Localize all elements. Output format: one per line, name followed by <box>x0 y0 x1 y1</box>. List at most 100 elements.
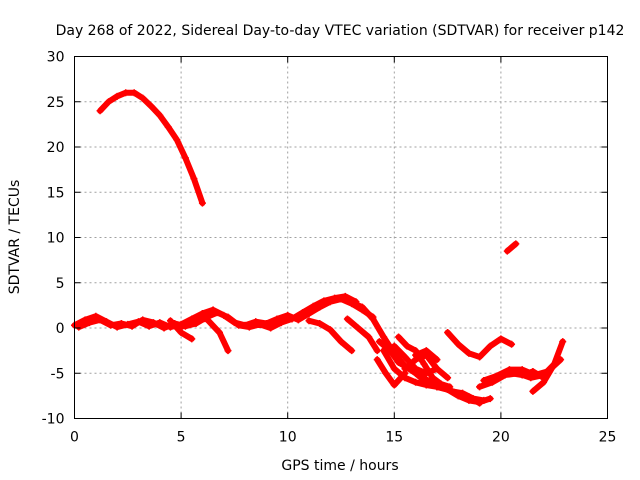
data-point <box>343 315 351 323</box>
data-point <box>476 383 484 391</box>
series-track-decline-4 <box>373 356 409 389</box>
data-point <box>309 302 317 310</box>
grid-layer <box>74 56 608 419</box>
series-line <box>401 352 440 372</box>
y-axis-label: SDTVAR / TECUs <box>7 180 23 295</box>
data-point <box>299 309 307 317</box>
data-point <box>177 329 185 337</box>
data-point <box>156 111 164 119</box>
data-point <box>454 389 462 397</box>
data-point <box>85 319 93 327</box>
y-tick-label: 30 <box>47 50 65 66</box>
data-point <box>527 374 535 382</box>
y-tick-label: -5 <box>51 366 65 382</box>
data-point <box>273 315 281 323</box>
series-line <box>508 368 547 381</box>
data-point <box>476 353 484 361</box>
data-point <box>412 365 420 373</box>
data-point <box>122 89 130 97</box>
data-point <box>96 107 104 115</box>
data-point <box>503 247 511 255</box>
y-tick-label: 15 <box>47 185 65 201</box>
data-point <box>164 123 172 131</box>
data-point <box>382 369 390 377</box>
data-point <box>305 317 313 325</box>
data-point <box>277 319 285 327</box>
y-tick-label: 5 <box>56 276 65 292</box>
data-point <box>412 356 420 364</box>
data-point <box>224 313 232 321</box>
data-point <box>401 353 409 361</box>
data-point <box>105 98 113 106</box>
data-point <box>488 378 496 386</box>
data-point <box>437 380 445 388</box>
series-line <box>380 347 483 407</box>
x-tick-label: 5 <box>177 430 186 446</box>
series-line <box>374 356 408 389</box>
data-point <box>401 365 409 373</box>
y-tick-label: -10 <box>42 412 65 428</box>
data-point <box>316 319 324 327</box>
x-tick-label: 10 <box>279 430 297 446</box>
data-point <box>380 333 388 341</box>
y-tick-label: 25 <box>47 95 65 111</box>
data-point <box>422 369 430 377</box>
series-track-decline-5 <box>395 333 454 391</box>
data-point <box>128 322 136 330</box>
data-point <box>454 340 462 348</box>
data-point <box>529 367 537 375</box>
data-point <box>245 323 253 331</box>
data-point <box>476 399 484 407</box>
data-point <box>190 175 198 183</box>
data-point <box>139 316 147 324</box>
data-point <box>529 387 537 395</box>
data-point <box>113 92 121 100</box>
data-point <box>433 356 441 364</box>
data-point <box>337 338 345 346</box>
data-point <box>331 294 339 302</box>
series-line <box>344 315 381 354</box>
data-point <box>465 393 473 401</box>
x-tick-label: 15 <box>385 430 403 446</box>
y-tick-label: 10 <box>47 231 65 247</box>
data-point <box>395 333 403 341</box>
data-point <box>354 324 362 332</box>
data-point <box>224 347 232 355</box>
data-point <box>420 360 428 368</box>
data-point <box>497 335 505 343</box>
data-point <box>480 396 488 404</box>
data-point <box>390 342 398 350</box>
data-point <box>375 338 383 346</box>
data-point <box>130 89 138 97</box>
data-point <box>358 303 366 311</box>
data-point <box>215 329 223 337</box>
data-point <box>508 340 516 348</box>
data-point <box>446 383 454 391</box>
data-point <box>508 369 516 377</box>
series-track-late-3 <box>529 338 567 395</box>
data-point <box>380 347 388 355</box>
data-point <box>403 342 411 350</box>
data-point <box>412 378 420 386</box>
data-point <box>390 381 398 389</box>
data-point <box>512 240 520 248</box>
data-point <box>341 292 349 300</box>
data-point <box>444 374 452 382</box>
data-point <box>235 321 243 329</box>
y-tick-label: 0 <box>56 321 65 337</box>
data-point <box>181 154 189 162</box>
data-point <box>465 349 473 357</box>
data-point <box>96 316 104 324</box>
data-point <box>75 323 83 331</box>
data-point <box>518 371 526 379</box>
data-point <box>540 374 548 382</box>
data-point <box>486 395 494 403</box>
data-point <box>486 342 494 350</box>
series-track-late-4 <box>508 367 548 382</box>
series-track-hump-2 <box>401 351 441 373</box>
x-axis-label: GPS time / hours <box>281 458 398 474</box>
series-layer <box>71 89 567 407</box>
data-point <box>188 335 196 343</box>
data-point <box>107 321 115 329</box>
